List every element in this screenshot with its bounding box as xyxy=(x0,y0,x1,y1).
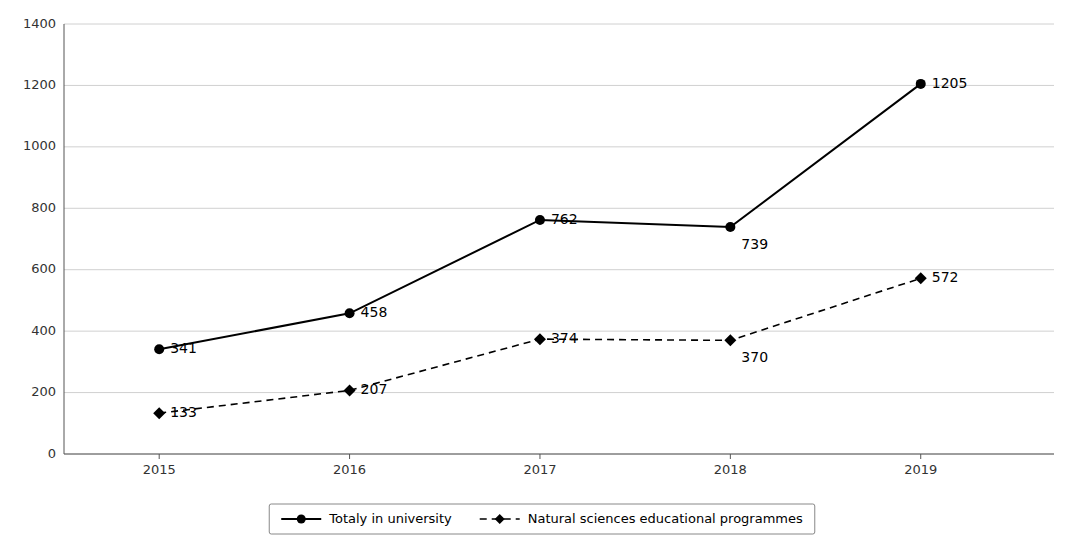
y-tick-label: 400 xyxy=(31,323,56,338)
data-label: 762 xyxy=(551,211,578,227)
grid-line xyxy=(64,454,1054,455)
legend-item: Natural sciences educational programmes xyxy=(480,511,803,526)
grid-line xyxy=(64,85,1054,86)
point-marker xyxy=(344,384,356,396)
x-tick xyxy=(159,454,160,459)
point-marker xyxy=(916,79,926,89)
y-tick-label: 200 xyxy=(31,384,56,399)
point-marker xyxy=(153,407,165,419)
y-tick-label: 0 xyxy=(48,446,56,461)
grid-line xyxy=(64,146,1054,147)
point-marker xyxy=(724,334,736,346)
legend: Totaly in university Natural sciences edu… xyxy=(269,504,815,534)
point-marker xyxy=(535,215,545,225)
legend-marker xyxy=(495,514,505,524)
y-tick-label: 600 xyxy=(31,261,56,276)
y-tick-label: 1000 xyxy=(23,138,56,153)
x-tick-label: 2019 xyxy=(904,462,937,477)
y-tick-label: 1200 xyxy=(23,77,56,92)
data-label: 739 xyxy=(741,236,768,252)
data-labels: 341 458 762 739 1205 133 207 374 370 572 xyxy=(170,75,967,420)
x-tick-label: 2017 xyxy=(523,462,556,477)
x-tick xyxy=(349,454,350,459)
y-tick-label: 800 xyxy=(31,200,56,215)
grid-line xyxy=(64,24,1054,25)
y-axis xyxy=(64,24,65,454)
data-label: 458 xyxy=(361,304,388,320)
y-tick-label: 1400 xyxy=(23,16,56,31)
data-label: 370 xyxy=(741,349,768,365)
point-marker xyxy=(534,333,546,345)
point-marker xyxy=(915,272,927,284)
x-tick xyxy=(730,454,731,459)
legend-item: Totaly in university xyxy=(281,511,452,526)
point-marker xyxy=(725,222,735,232)
data-label: 572 xyxy=(932,269,959,285)
x-tick xyxy=(539,454,540,459)
legend-label: Totaly in university xyxy=(328,511,452,526)
x-axis xyxy=(64,454,1054,455)
grid-line xyxy=(64,208,1054,209)
plot-area xyxy=(153,79,927,419)
legend-label: Natural sciences educational programmes xyxy=(528,511,803,526)
x-tick-label: 2015 xyxy=(143,462,176,477)
x-tick-label: 2018 xyxy=(714,462,747,477)
grid-line xyxy=(64,269,1054,270)
data-label: 341 xyxy=(170,340,197,356)
series-line xyxy=(159,84,921,349)
legend-marker xyxy=(297,515,306,524)
data-label: 1205 xyxy=(932,75,968,91)
data-label: 133 xyxy=(170,404,197,420)
series-line xyxy=(159,278,921,413)
grid-line xyxy=(64,392,1054,393)
x-tick xyxy=(920,454,921,459)
chart: 0 200 400 600 800 1000 1200 1400 2015 2016 2017 201… xyxy=(0,0,1084,554)
point-marker xyxy=(154,344,164,354)
legend-box xyxy=(269,504,815,534)
data-label: 374 xyxy=(551,330,578,346)
point-marker xyxy=(345,308,355,318)
data-label: 207 xyxy=(361,381,388,397)
x-tick-label: 2016 xyxy=(333,462,366,477)
